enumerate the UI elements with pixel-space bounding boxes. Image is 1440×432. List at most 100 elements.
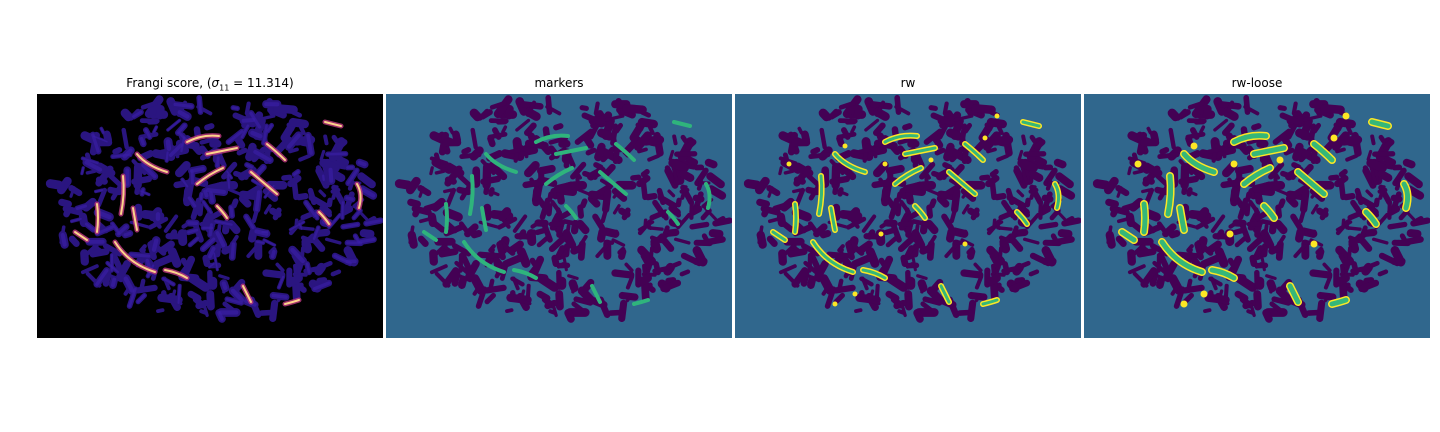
tissue-blob [603, 239, 615, 245]
tissue-blob [567, 274, 579, 281]
tissue-blob [781, 221, 795, 233]
tissue-blob [1363, 277, 1375, 285]
vessel-response-peak [120, 175, 125, 215]
tissue-blob [1301, 239, 1313, 245]
tissue-blob [1194, 241, 1204, 261]
tissue-blob [556, 221, 564, 238]
tissue-blob [905, 189, 914, 205]
tissue-blob [1213, 118, 1229, 132]
tissue-blob [1115, 185, 1130, 197]
tissue-blob [857, 240, 873, 254]
tissue-blob [120, 108, 134, 122]
tissue-blob [139, 244, 147, 253]
tissue-blob [527, 132, 539, 149]
tissue-blob [1291, 101, 1298, 116]
tissue-blob [479, 109, 493, 120]
tissue-blob-edge [321, 174, 325, 182]
tissue-blob [483, 284, 507, 294]
tissue-blob [199, 309, 208, 315]
tissue-blob [330, 170, 346, 182]
tissue-blob-edge [221, 281, 228, 291]
tissue-blob [300, 246, 306, 260]
tissue-blob [996, 125, 1004, 136]
tissue-blob [1203, 308, 1212, 314]
tissue-blob [829, 159, 845, 175]
tissue-blob-edge [100, 127, 105, 134]
tissue-blob [1186, 161, 1206, 181]
tissue-blob [531, 255, 545, 276]
tissue-blob [1262, 308, 1273, 323]
tissue-blob [96, 162, 116, 177]
tissue-blob [860, 276, 869, 291]
tissue-blob-edge [75, 204, 87, 211]
tissue-blob [846, 207, 861, 222]
tissue-blob [821, 284, 831, 296]
tissue-blob [469, 108, 483, 122]
tissue-blob [1246, 309, 1255, 315]
tissue-blob [1298, 210, 1306, 224]
tissue-blob [1021, 134, 1027, 146]
tissue-blob [941, 213, 955, 231]
tissue-blob [926, 204, 933, 219]
tissue-blob-edge [128, 287, 137, 308]
tissue-blob-edge [255, 240, 265, 244]
tissue-blob [548, 221, 565, 227]
tissue-blob [1312, 122, 1322, 134]
tissue-blob [611, 269, 635, 279]
tissue-blob [612, 144, 621, 165]
tissue-blob [1266, 279, 1277, 293]
tissue-blob [110, 183, 123, 201]
vessel-dot [1276, 156, 1284, 164]
tissue-blob-edge [177, 110, 190, 119]
tissue-blob [986, 147, 997, 154]
tissue-blob [1333, 122, 1342, 132]
tissue-blob [472, 284, 482, 296]
tissue-blob [1239, 222, 1251, 243]
tissue-blob [712, 217, 732, 227]
tissue-blob [273, 104, 298, 115]
vessel-dot [878, 231, 884, 237]
tissue-blob [890, 296, 904, 309]
tissue-blob [1221, 122, 1235, 136]
tissue-blob [991, 263, 996, 275]
tissue-blob-edge [208, 246, 216, 259]
tissue-blob [298, 153, 312, 162]
tissue-blob [1246, 221, 1263, 227]
tissue-blob [1377, 170, 1393, 182]
tissue-blob [624, 262, 634, 273]
tissue-blob [1168, 127, 1176, 150]
tissue-blob [548, 136, 569, 145]
tissue-blob [832, 284, 856, 294]
tissue-blob [692, 194, 705, 203]
tissue-blob [263, 204, 272, 215]
tissue-blob [1229, 255, 1243, 276]
vessel-dot [1330, 134, 1338, 142]
vessel-segment-core [1287, 283, 1301, 305]
tissue-blob [524, 160, 540, 178]
tissue-blob [672, 206, 682, 218]
tissue-blob [622, 136, 641, 156]
tissue-blob-edge [230, 242, 236, 260]
tissue-blob [448, 126, 455, 135]
tissue-blob [971, 136, 990, 156]
vessel-dot [1230, 160, 1238, 168]
tissue-blob-edge [209, 191, 215, 203]
rw-loose-image [1084, 94, 1430, 338]
tissue-blob [1370, 134, 1376, 146]
rw-image [735, 94, 1081, 338]
tissue-blob [1243, 94, 1251, 115]
tissue-blob-edge [314, 211, 319, 220]
tissue-blob [1021, 206, 1031, 218]
tissue-blob [286, 273, 303, 287]
tissue-blob [903, 181, 925, 193]
tissue-blob [1377, 269, 1389, 277]
tissue-blob [505, 308, 514, 314]
tissue-blob [880, 255, 894, 276]
tissue-blob [579, 105, 589, 111]
tissue-blob-edge [84, 222, 95, 232]
tissue-blob [1383, 139, 1395, 150]
tissue-blob [291, 253, 303, 270]
tissue-blob [594, 142, 606, 162]
tissue-blob [1028, 269, 1040, 277]
tissue-blob [1028, 170, 1044, 182]
